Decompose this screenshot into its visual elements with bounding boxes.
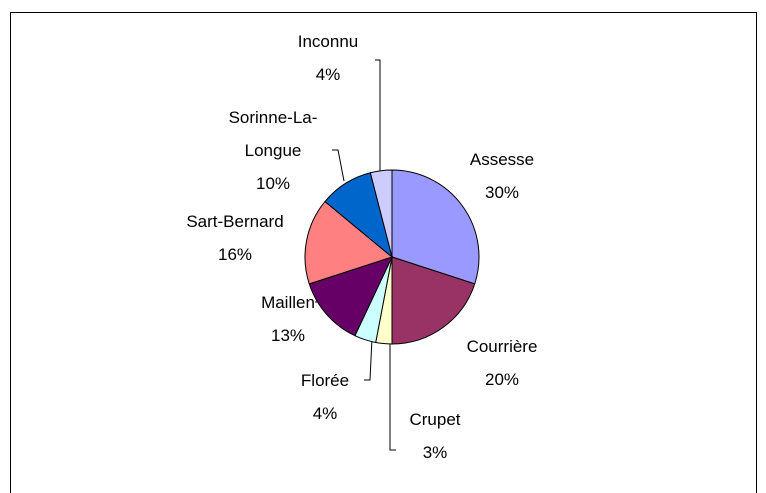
category-label: Florée <box>300 371 350 390</box>
category-label: Inconnu <box>297 32 359 51</box>
slice-label: Courrière 20% <box>437 330 567 396</box>
value-label: 30% <box>484 183 520 202</box>
pie-slice <box>391 256 476 345</box>
chart-border <box>10 12 757 493</box>
slice-label: Maillen 13% <box>223 286 353 352</box>
pie-slice <box>304 200 394 285</box>
leader-line <box>375 59 381 172</box>
value-label: 4% <box>312 404 338 423</box>
leader-line <box>332 149 345 182</box>
value-label: 16% <box>217 245 253 264</box>
slice-label: Sart-Bernard 16% <box>160 205 310 271</box>
pie-slice <box>391 169 480 285</box>
value-label: 13% <box>270 326 306 345</box>
leader-line <box>389 342 396 451</box>
pie-slice <box>308 256 393 337</box>
value-label: 3% <box>422 443 448 462</box>
slice-label: Inconnu 4% <box>263 25 393 91</box>
category-label: Courrière <box>466 337 538 356</box>
slice-label: Florée 4% <box>260 364 390 430</box>
category-label: Assesse <box>469 150 535 169</box>
category-label: Crupet <box>409 410 461 429</box>
value-label: 4% <box>315 65 341 84</box>
slice-label: Assesse 30% <box>437 143 567 209</box>
category-label: Sart-Bernard <box>186 212 284 231</box>
value-label: 10% <box>255 174 291 193</box>
value-label: 20% <box>484 370 520 389</box>
category-label: Sorinne-La-Longue <box>228 108 318 160</box>
slice-label: Crupet 3% <box>370 403 500 469</box>
slice-label: Sorinne-La-Longue 10% <box>212 101 334 200</box>
leader-line <box>364 337 373 381</box>
leader-lines <box>315 59 396 451</box>
slices <box>304 169 480 345</box>
pie-slice <box>369 169 393 258</box>
category-label: Maillen <box>261 293 315 312</box>
